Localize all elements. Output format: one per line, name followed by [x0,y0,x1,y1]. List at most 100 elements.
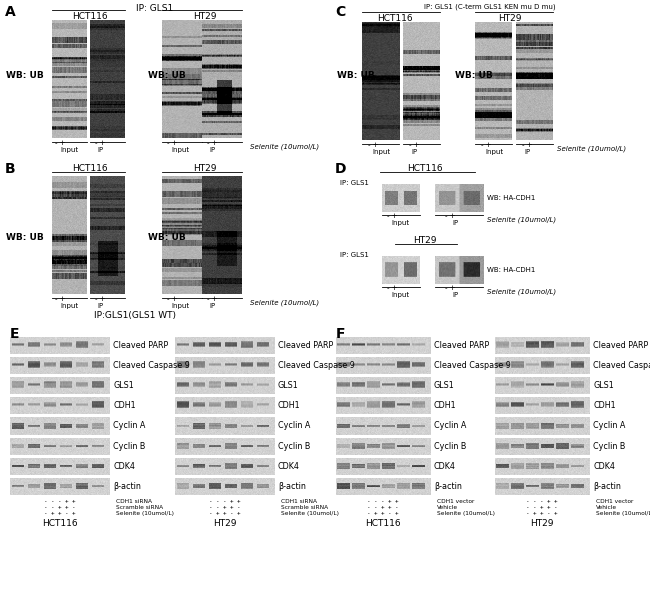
Text: Selenite (10umol/L): Selenite (10umol/L) [250,143,319,150]
Text: - - + + -: - - + + - [526,505,558,510]
Text: Selenite (10umol/L): Selenite (10umol/L) [557,145,626,152]
Text: Selenite (10umol/L): Selenite (10umol/L) [596,511,650,516]
Text: WB: UB: WB: UB [337,71,375,80]
Text: Cyclin A: Cyclin A [278,421,311,431]
Text: Cyclin A: Cyclin A [434,421,467,431]
Text: HT29: HT29 [213,519,237,528]
Text: - +: - + [387,285,397,291]
Text: GLS1: GLS1 [113,381,134,390]
Text: CDK4: CDK4 [593,462,615,471]
Text: Input: Input [391,220,409,226]
Text: HCT116: HCT116 [365,519,401,528]
Text: Cyclin B: Cyclin B [113,442,146,451]
Text: IP: IP [209,303,215,309]
Text: HT29: HT29 [193,12,216,21]
Text: β-actin: β-actin [113,482,141,491]
Text: - +: - + [522,142,532,148]
Text: IP: GLS1 (C-term GLS1 KEN mu D mu): IP: GLS1 (C-term GLS1 KEN mu D mu) [424,4,556,10]
Text: Input: Input [391,292,409,298]
Text: Input: Input [485,149,503,155]
Text: IP: IP [97,303,103,309]
Text: β-actin: β-actin [278,482,306,491]
Text: CDH1: CDH1 [434,401,456,410]
Text: IP: IP [452,292,458,298]
Text: - + + - +: - + + - + [367,511,398,516]
Text: Cleaved PARP: Cleaved PARP [278,341,333,350]
Text: IP:GLS1(GLS1 WT): IP:GLS1(GLS1 WT) [94,311,176,320]
Text: IP: IP [452,220,458,226]
Text: Cleaved Caspase 9: Cleaved Caspase 9 [434,361,511,370]
Text: - - - + +: - - - + + [526,499,558,504]
Text: IP: IP [209,147,215,153]
Text: WB: UB: WB: UB [455,71,493,80]
Text: C: C [335,5,345,19]
Text: Input: Input [171,303,189,309]
Text: CDH1 vector: CDH1 vector [596,499,633,504]
Text: WB: UB: WB: UB [6,233,44,242]
Text: CDH1: CDH1 [278,401,300,410]
Text: CDH1 siRNA: CDH1 siRNA [281,499,317,504]
Text: CDH1: CDH1 [593,401,616,410]
Text: Cleaved Caspase 9: Cleaved Caspase 9 [278,361,355,370]
Text: - - - + +: - - - + + [367,499,398,504]
Text: - - + + -: - - + + - [44,505,76,510]
Text: Cyclin A: Cyclin A [113,421,146,431]
Text: CDH1 siRNA: CDH1 siRNA [116,499,152,504]
Text: WB: UB: WB: UB [148,233,186,242]
Text: D: D [335,162,346,176]
Text: - +: - + [95,140,105,146]
Text: - +: - + [166,140,177,146]
Text: CDK4: CDK4 [113,462,135,471]
Text: WB: UB: WB: UB [6,71,44,80]
Text: HCT116: HCT116 [72,12,108,21]
Text: - +: - + [481,142,491,148]
Text: - - + + -: - - + + - [367,505,398,510]
Text: Input: Input [372,149,390,155]
Text: Input: Input [171,147,189,153]
Text: IP: GLS1: IP: GLS1 [340,252,369,258]
Text: Input: Input [60,303,78,309]
Text: HCT116: HCT116 [377,14,413,23]
Text: Cleaved PARP: Cleaved PARP [113,341,168,350]
Text: Cyclin B: Cyclin B [434,442,467,451]
Text: GLS1: GLS1 [278,381,299,390]
Text: Selenite (10umol/L): Selenite (10umol/L) [116,511,174,516]
Text: Selenite (10umol/L): Selenite (10umol/L) [487,216,556,223]
Text: Cyclin A: Cyclin A [593,421,625,431]
Text: Cyclin B: Cyclin B [278,442,311,451]
Text: - +: - + [445,285,455,291]
Text: Selenite (10umol/L): Selenite (10umol/L) [250,299,319,306]
Text: WB: HA-CDH1: WB: HA-CDH1 [487,267,536,273]
Text: - - - + +: - - - + + [209,499,240,504]
Text: HT29: HT29 [193,164,216,173]
Text: IP: IP [411,149,417,155]
Text: - +: - + [95,296,105,302]
Text: Selenite (10umol/L): Selenite (10umol/L) [281,511,339,516]
Text: CDH1 vector: CDH1 vector [437,499,474,504]
Text: HCT116: HCT116 [72,164,108,173]
Text: GLS1: GLS1 [593,381,614,390]
Text: WB: HA-CDH1: WB: HA-CDH1 [487,195,536,201]
Text: - +: - + [207,140,217,146]
Text: - - + + -: - - + + - [209,505,240,510]
Text: Vehicle: Vehicle [437,505,458,510]
Text: - + + - +: - + + - + [526,511,558,516]
Text: WB: UB: WB: UB [148,71,186,80]
Text: Cleaved PARP: Cleaved PARP [434,341,489,350]
Text: CDH1: CDH1 [113,401,136,410]
Text: - + + - +: - + + - + [44,511,76,516]
Text: Cleaved Caspase 9: Cleaved Caspase 9 [113,361,190,370]
Text: CDK4: CDK4 [434,462,456,471]
Text: Cleaved Caspase 9: Cleaved Caspase 9 [593,361,650,370]
Text: IP: IP [97,147,103,153]
Text: - +: - + [445,213,455,219]
Text: - +: - + [166,296,177,302]
Text: Selenite (10umol/L): Selenite (10umol/L) [487,288,556,295]
Text: - +: - + [387,213,397,219]
Text: Scramble siRNA: Scramble siRNA [281,505,328,510]
Text: IP: GLS1: IP: GLS1 [340,180,369,186]
Text: - + + - +: - + + - + [209,511,240,516]
Text: HT29: HT29 [499,14,522,23]
Text: IP: IP [524,149,530,155]
Text: B: B [5,162,16,176]
